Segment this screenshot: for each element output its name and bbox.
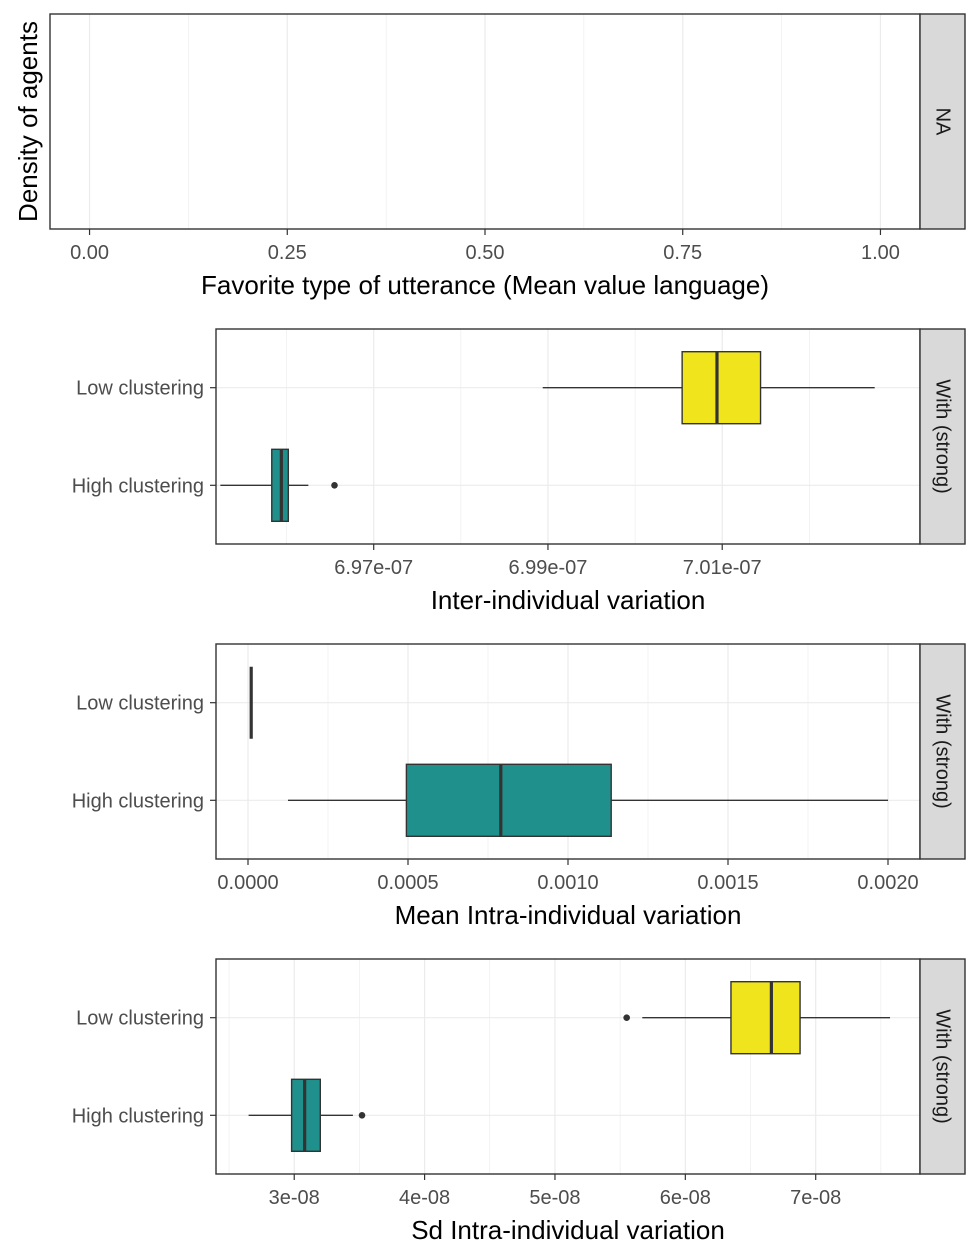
x-tick-label: 0.75	[663, 242, 702, 264]
facet-strip-label: With (strong)	[932, 379, 954, 493]
boxplot-high-clustering	[248, 1078, 366, 1153]
outlier-point	[331, 482, 338, 489]
plot-background	[216, 329, 920, 544]
box	[730, 980, 801, 1055]
x-tick-label: 6e-08	[660, 1187, 711, 1209]
x-tick-label: 6.97e-07	[334, 557, 413, 579]
panel-4: Low clustering High clustering With (stron…	[72, 958, 966, 1245]
panel-1: NA 0.00 0.25 0.50 0.75 1.00 Favorite type of u…	[13, 13, 966, 300]
y-tick-label: Low clustering	[76, 693, 204, 715]
boxplot-high-clustering	[288, 763, 888, 838]
boxplot-low-clustering	[542, 350, 875, 425]
boxplot-low-clustering	[623, 980, 891, 1055]
x-tick-label: 0.0000	[217, 872, 278, 894]
panel-3: Low clustering High clustering With (stron…	[72, 643, 966, 930]
facet-strip	[919, 13, 966, 230]
x-tick-label: 0.0015	[697, 872, 758, 894]
outlier-point	[623, 1014, 630, 1021]
x-tick-label: 0.0010	[537, 872, 598, 894]
facet-strip	[919, 643, 966, 860]
x-tick-label: 0.00	[70, 242, 109, 264]
x-tick-label: 6.99e-07	[508, 557, 587, 579]
x-tick-label: 7.01e-07	[683, 557, 762, 579]
facet-strip	[919, 958, 966, 1175]
x-tick-label: 7e-08	[790, 1187, 841, 1209]
y-tick-label: High clustering	[72, 1105, 204, 1127]
plot-background	[216, 959, 920, 1174]
box	[405, 763, 612, 838]
facet-strip-label: With (strong)	[932, 1009, 954, 1123]
x-axis-title: Sd Intra-individual variation	[411, 1215, 725, 1245]
x-tick-label: 5e-08	[529, 1187, 580, 1209]
x-tick-label: 4e-08	[399, 1187, 450, 1209]
x-tick-label: 0.0020	[857, 872, 918, 894]
panel-2: Low clustering High clustering With (stron…	[72, 328, 966, 615]
x-tick-label: 0.25	[268, 242, 307, 264]
x-axis-title: Mean Intra-individual variation	[395, 900, 742, 930]
x-tick-label: 1.00	[861, 242, 900, 264]
x-tick-label: 0.50	[466, 242, 505, 264]
x-axis-title: Favorite type of utterance (Mean value l…	[201, 270, 769, 300]
y-tick-label: High clustering	[72, 475, 204, 497]
outlier-point	[358, 1112, 366, 1119]
facet-strip-label: NA	[932, 108, 954, 136]
y-axis-title: Density of agents	[13, 21, 43, 222]
facet-strip-label: With (strong)	[932, 694, 954, 808]
x-tick-label: 0.0005	[377, 872, 438, 894]
facet-strip	[919, 328, 966, 545]
y-tick-label: Low clustering	[76, 1008, 204, 1030]
x-tick-label: 3e-08	[269, 1187, 320, 1209]
y-tick-label: High clustering	[72, 790, 204, 812]
x-axis-title: Inter-individual variation	[431, 585, 706, 615]
box	[681, 350, 762, 425]
y-tick-label: Low clustering	[76, 378, 204, 400]
boxplot-high-clustering	[220, 448, 338, 523]
